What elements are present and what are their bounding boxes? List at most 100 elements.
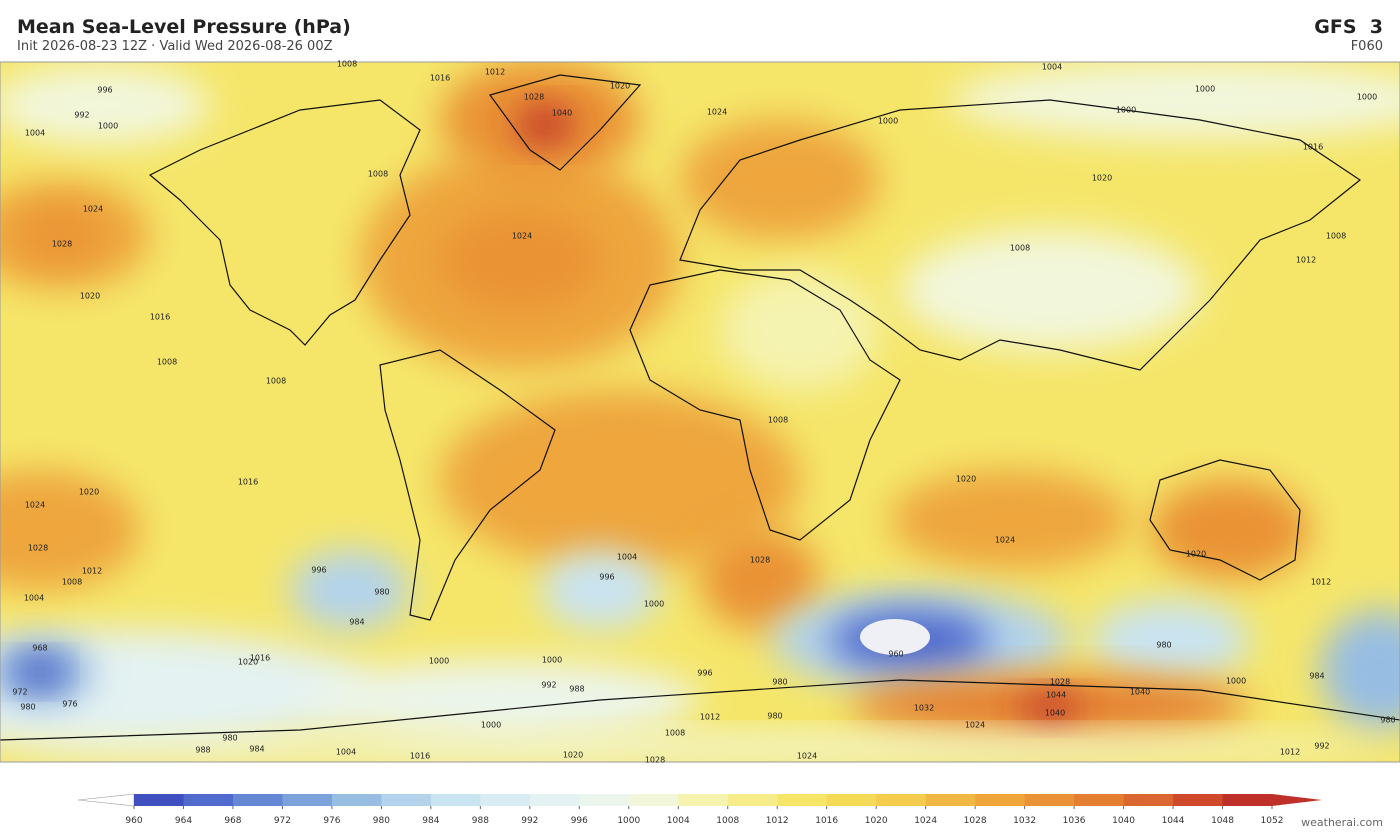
contour-label: 1020 <box>610 82 630 91</box>
contour-label: 996 <box>311 566 326 575</box>
pressure-area <box>1320 610 1400 730</box>
contour-label: 972 <box>12 688 27 697</box>
contour-label: 1000 <box>481 721 501 730</box>
contour-label: 1040 <box>1130 688 1150 697</box>
colorbar-bin <box>777 794 828 806</box>
contour-label: 1028 <box>1050 678 1070 687</box>
contour-label: 1008 <box>768 416 788 425</box>
contour-label: 1024 <box>995 536 1015 545</box>
pressure-area <box>890 470 1130 570</box>
contour-label: 1012 <box>1280 748 1300 757</box>
contour-label: 1008 <box>157 358 177 367</box>
colorbar-tick-label: 964 <box>175 816 192 826</box>
contour-label: 1000 <box>644 600 664 609</box>
pressure-area <box>20 210 100 260</box>
contour-label: 1024 <box>965 721 985 730</box>
colorbar-bin <box>232 794 283 806</box>
contour-label: 960 <box>888 650 903 659</box>
contour-label: 1012 <box>82 567 102 576</box>
contour-label: 1000 <box>1226 677 1246 686</box>
colorbar-bin <box>331 794 382 806</box>
footer: weatherai.com <box>1301 816 1383 829</box>
subtitle: Init 2026-08-23 12Z · Valid Wed 2026-08-… <box>17 39 333 54</box>
contour-label: 1004 <box>24 594 44 603</box>
contour-label: 1040 <box>1045 709 1065 718</box>
coast <box>629 269 901 541</box>
contour-label: 1008 <box>266 377 286 386</box>
contour-label: 1008 <box>1010 244 1030 253</box>
colorbar-bin <box>1024 794 1075 806</box>
colorbar-bin <box>529 794 580 806</box>
colorbar-tick-label: 1032 <box>1013 816 1036 826</box>
contour-label: 1000 <box>98 122 118 131</box>
pressure-area <box>950 62 1400 140</box>
contour-label: 1020 <box>1186 550 1206 559</box>
coast <box>148 99 421 346</box>
contour-label: 1004 <box>336 748 356 757</box>
contour-label: 1028 <box>645 756 665 765</box>
contour-label: 1020 <box>80 292 100 301</box>
contour-label: 1028 <box>750 556 770 565</box>
contour-label: 1028 <box>28 544 48 553</box>
contour-label: 1008 <box>665 729 685 738</box>
colorbar-bin <box>628 794 679 806</box>
colorbar-tick-label: 980 <box>373 816 390 826</box>
coast <box>679 99 1362 371</box>
contour-label: 1024 <box>707 108 727 117</box>
contour-label: 1020 <box>238 658 258 667</box>
colorbar-bin <box>480 794 531 806</box>
contour-label: 1012 <box>1311 578 1331 587</box>
colorbar-tick-label: 1036 <box>1063 816 1086 826</box>
contour-label: 988 <box>195 746 210 755</box>
map-frame <box>0 61 1400 763</box>
contour-label: 1024 <box>83 205 103 214</box>
pressure-area <box>900 230 1200 350</box>
colorbar-tick-label: 984 <box>422 816 439 826</box>
pressure-area <box>0 734 1400 762</box>
contour-label: 984 <box>349 618 364 627</box>
colorbar-tick-label: 1024 <box>914 816 937 826</box>
colorbar-tick-label: 972 <box>274 816 291 826</box>
pressure-area <box>290 550 410 630</box>
colorbar-tick-label: 992 <box>521 816 538 826</box>
contour-label: 1024 <box>25 501 45 510</box>
contour-label: 1020 <box>956 475 976 484</box>
contour-label: 1016 <box>410 752 430 761</box>
coast <box>379 349 556 621</box>
colorbar-tick-label: 1000 <box>617 816 640 826</box>
colorbar-bin <box>678 794 729 806</box>
contour-label: 1020 <box>563 751 583 760</box>
colorbar-bin <box>727 794 778 806</box>
pressure-area <box>515 105 575 145</box>
model: GFS 3 <box>1314 16 1383 38</box>
contour-label: 1012 <box>485 68 505 77</box>
contour-label: 1000 <box>542 656 562 665</box>
colorbar-tick-label: 1044 <box>1162 816 1185 826</box>
pressure-area <box>20 657 60 687</box>
colorbar-tick-label: 1020 <box>865 816 888 826</box>
contour-label: 980 <box>767 712 782 721</box>
contour-label: 1016 <box>1303 143 1323 152</box>
contour-label: 996 <box>97 86 112 95</box>
colorbar-tick-label: 960 <box>125 816 142 826</box>
contour-label: 1016 <box>150 313 170 322</box>
contour-label: 1000 <box>1195 85 1215 94</box>
pressure-area <box>700 530 820 630</box>
colorbar-under <box>77 793 135 807</box>
pressure-area <box>540 550 660 630</box>
colorbar-bin <box>1123 794 1174 806</box>
pressure-area <box>1150 480 1310 580</box>
colorbar-tick-label: 1008 <box>716 816 739 826</box>
contour-label: 968 <box>32 644 47 653</box>
colorbar-bin <box>1222 794 1273 806</box>
contour-label: 1020 <box>1092 174 1112 183</box>
pressure-area <box>0 630 370 750</box>
contour-label: 1008 <box>337 60 357 69</box>
forecast: F060 <box>1350 39 1383 54</box>
colorbar-bin <box>381 794 432 806</box>
contour-label: 1000 <box>1116 106 1136 115</box>
contour-label: 980 <box>1156 641 1171 650</box>
colorbar-bin <box>579 794 630 806</box>
colorbar-bin <box>1173 794 1224 806</box>
